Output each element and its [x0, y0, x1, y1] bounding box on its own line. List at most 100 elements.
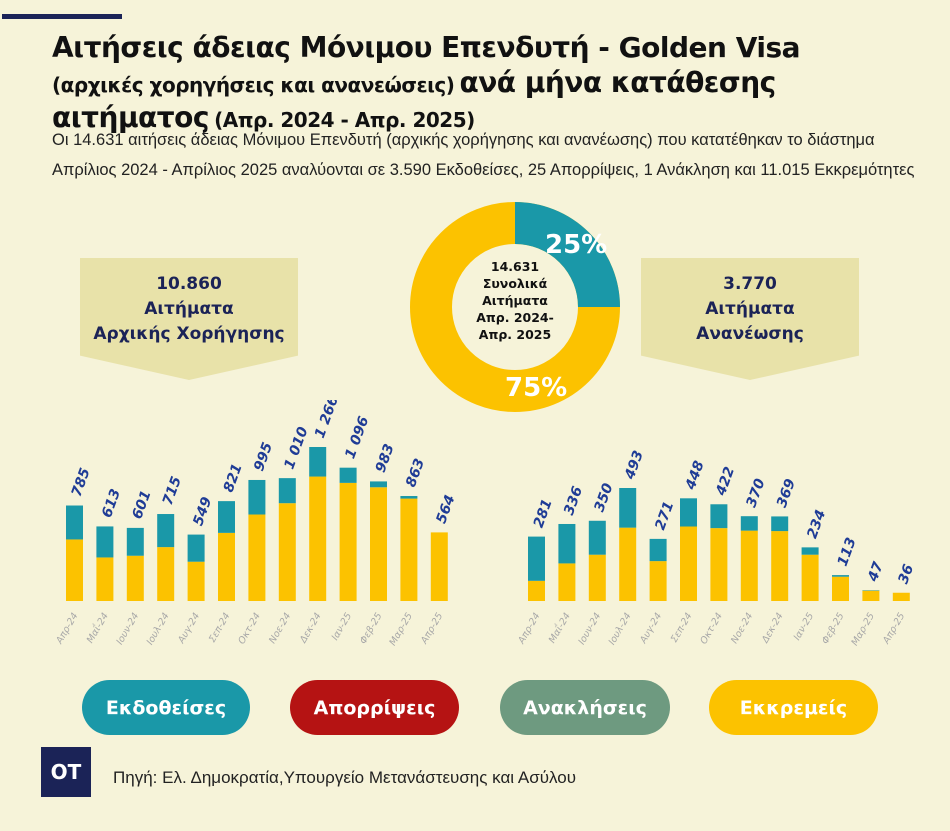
bar-pending [248, 514, 266, 601]
subtitle: Οι 14.631 αιτήσεις άδειας Μόνιμου Επενδυ… [52, 131, 915, 179]
bar-pending [619, 527, 637, 601]
donut-center-line: Απρ. 2025 [478, 327, 552, 342]
bar-pending [740, 530, 758, 601]
x-axis-label: Απρ-24 [516, 611, 543, 647]
donut-center-line: Συνολικά [482, 276, 548, 291]
bar-issued [588, 520, 606, 555]
bar-pending [832, 576, 849, 601]
bar-value-label: 564 [434, 493, 459, 526]
bar-value-label: 234 [804, 508, 829, 541]
bar-issued [400, 496, 418, 499]
bar-pending [801, 554, 819, 601]
legend-pending: Εκκρεμείς [709, 680, 878, 735]
bar-issued [339, 467, 357, 483]
bar-value-label: 785 [69, 466, 94, 499]
bar-value-label: 493 [622, 448, 647, 482]
bar-issued [832, 575, 849, 577]
x-axis-label: Μαρ-25 [849, 611, 877, 648]
banner-renewal: 3.770 Αιτήματα Ανανέωσης [641, 258, 859, 380]
bar-value-label: 549 [190, 495, 215, 528]
accent-bar [2, 14, 122, 19]
bar-pending [710, 528, 728, 601]
x-axis-label: Οκτ-24 [698, 611, 725, 646]
bar-issued [649, 538, 667, 562]
bar-issued [680, 498, 697, 527]
donut-total: 14.631 [490, 259, 540, 274]
bar-value-label: 1 010 [282, 425, 312, 472]
banner-line: Αιτήματα [144, 299, 234, 319]
banner-number: 3.770 [723, 274, 777, 294]
x-axis-label: Αυγ-24 [638, 611, 665, 646]
title-big: ανά μήνα κατάθεσης αιτήματος [52, 66, 776, 134]
bar-pending [126, 555, 144, 601]
bar-pending [66, 539, 83, 601]
x-axis-label: Ιαν-25 [330, 611, 354, 642]
bar-value-label: 821 [221, 462, 246, 495]
x-axis-label: Σεπ-24 [669, 611, 695, 645]
bar-value-label: 1 266 [312, 400, 342, 440]
title-line1: Αιτήσεις άδειας Μόνιμου Επενδυτή - Golde… [52, 31, 801, 64]
donut-chart [410, 202, 620, 412]
title-small: (αρχικές χορηγήσεις και ανανεώσεις) [52, 73, 455, 97]
ot-logo: OT [41, 747, 91, 797]
bar-value-label: 1 096 [342, 414, 372, 461]
bar-value-label: 271 [652, 499, 677, 532]
bar-issued [370, 481, 387, 488]
bar-value-label: 369 [774, 477, 799, 510]
bar-pending [649, 561, 667, 601]
x-axis-label: Μαΐ-24 [84, 611, 111, 646]
bar-value-label: 370 [744, 476, 769, 509]
bar-issued [771, 516, 789, 532]
banner-line: Ανανέωσης [696, 324, 804, 344]
bar-pending [187, 561, 205, 601]
banner-number: 10.860 [156, 274, 222, 294]
bar-value-label: 47 [865, 560, 887, 585]
bar-pending [218, 532, 235, 601]
title-period: (Απρ. 2024 - Απρ. 2025) [214, 108, 475, 132]
bar-value-label: 422 [713, 465, 738, 499]
bar-issued [126, 527, 144, 556]
legend-rejected: Απορρίψεις [290, 680, 459, 735]
bar-pending [771, 531, 789, 601]
x-axis-label: Σεπ-24 [207, 611, 233, 645]
bar-issued [96, 526, 114, 558]
bar-pending [309, 476, 327, 601]
bar-value-label: 281 [531, 497, 556, 530]
x-axis-label: Μαΐ-24 [546, 611, 573, 646]
bar-issued [740, 516, 758, 531]
bar-pending [862, 590, 880, 601]
x-axis-label: Μαρ-25 [387, 611, 415, 648]
bar-pending [370, 487, 387, 601]
x-axis-label: Ιουν-24 [114, 611, 141, 647]
bar-pending [339, 482, 357, 601]
bar-pending [400, 498, 418, 601]
bar-value-label: 863 [403, 456, 428, 489]
page-title: Αιτήσεις άδειας Μόνιμου Επενδυτή - Golde… [52, 32, 932, 137]
bar-pending [157, 547, 175, 601]
bar-value-label: 448 [682, 459, 707, 493]
x-axis-label: Δεκ-24 [759, 611, 785, 646]
bar-pending [558, 563, 576, 601]
bar-value-label: 601 [130, 488, 155, 521]
bar-issued [187, 534, 205, 562]
bar-issued [248, 479, 266, 515]
x-axis-label: Ιουλ-24 [145, 611, 172, 647]
bar-issued [66, 505, 83, 540]
bar-value-label: 983 [373, 442, 398, 475]
x-axis-label: Απρ-25 [880, 611, 907, 647]
bar-issued [710, 504, 728, 529]
x-axis-label: Ιαν-25 [792, 611, 816, 642]
bar-issued [157, 514, 175, 548]
x-axis-label: Νοε-24 [267, 611, 293, 646]
bar-issued [528, 536, 545, 581]
bar-value-label: 350 [592, 481, 617, 514]
bar-pending [892, 592, 910, 601]
bar-value-label: 613 [99, 487, 124, 520]
x-axis-label: Φεβ-25 [820, 611, 847, 646]
x-axis-label: Απρ-25 [418, 611, 445, 647]
bar-pending [96, 557, 114, 601]
x-axis-label: Οκτ-24 [236, 611, 263, 646]
donut-center-line: Αιτήματα [482, 293, 548, 308]
banner-initial: 10.860 Αιτήματα Αρχικής Χορήγησης [80, 258, 298, 380]
